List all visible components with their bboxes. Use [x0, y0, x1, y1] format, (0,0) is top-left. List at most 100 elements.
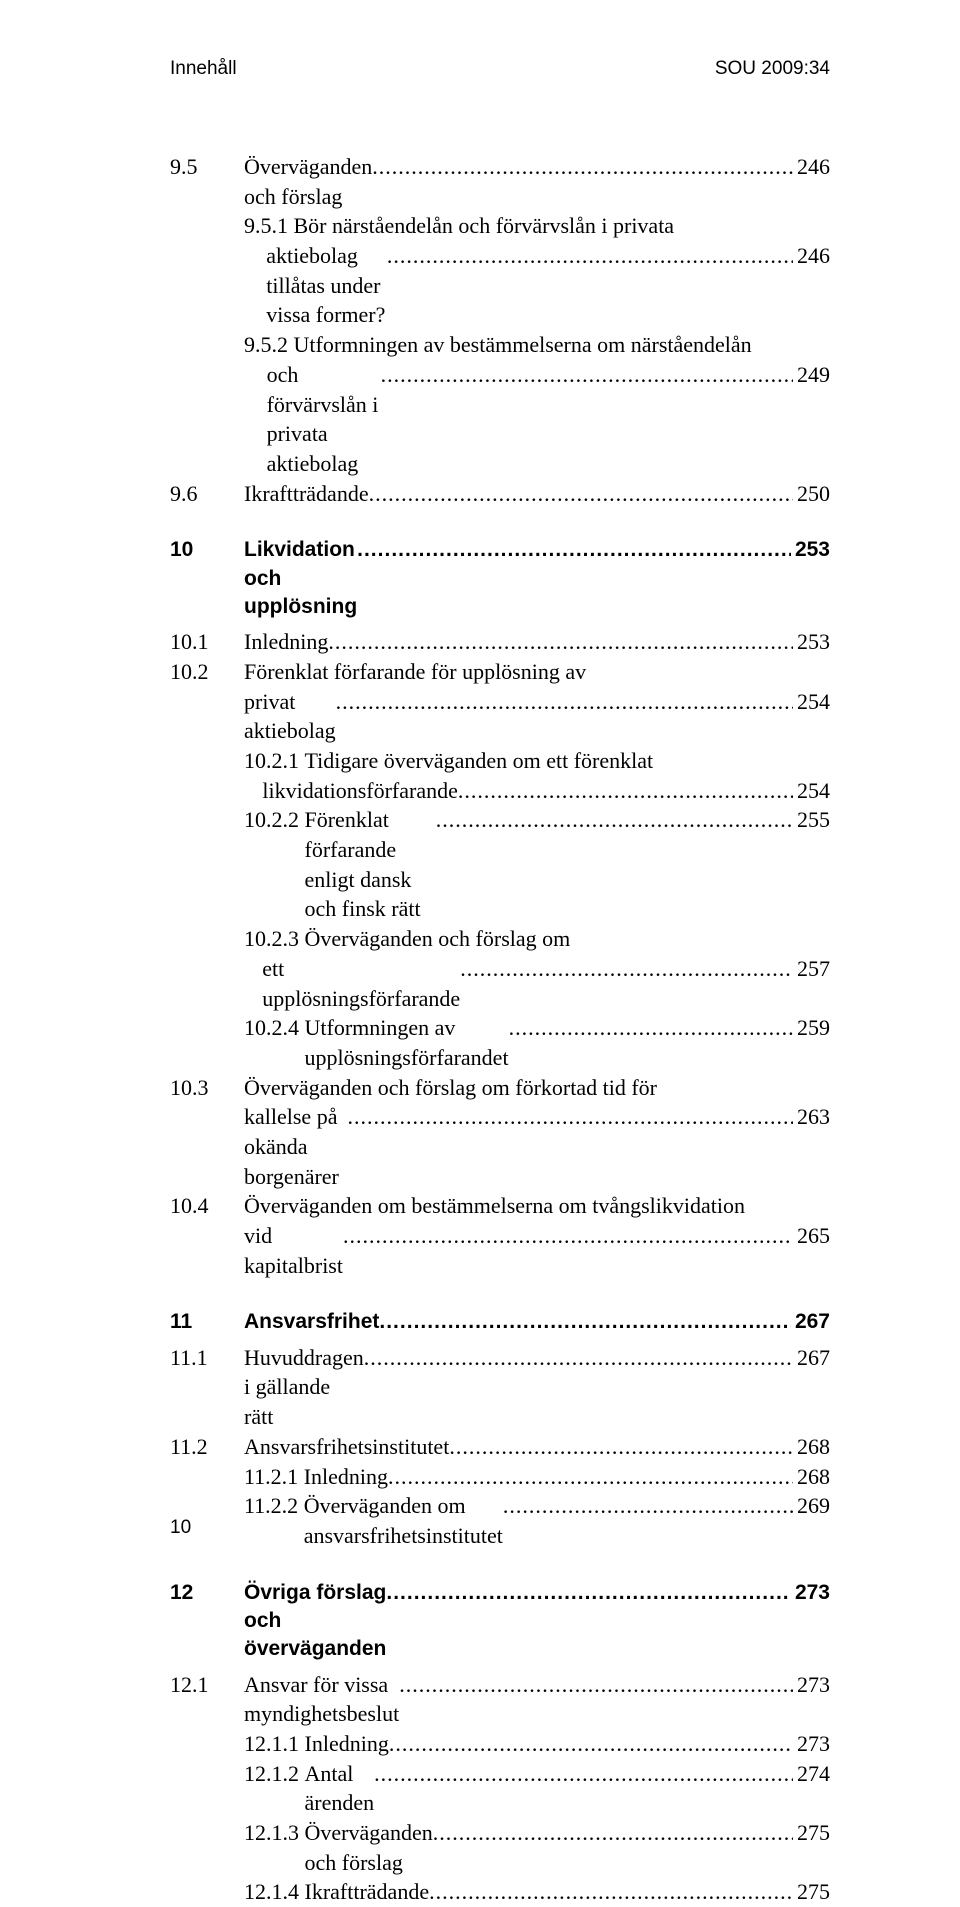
toc-entry: 12.1.4 Ikraftträdande275	[170, 1877, 830, 1907]
toc-entry-page: 249	[793, 360, 830, 390]
toc-entry-number: 9.5.1	[244, 211, 294, 241]
toc-entry-body: 10.2.4 Utformningen av upplösningsförfar…	[244, 1013, 830, 1072]
toc-entry: 9.5.2 Utformningen av bestämmelserna om …	[170, 330, 830, 360]
toc-entry-title: Övriga förslag och överväganden	[244, 1579, 386, 1664]
toc-entry-page: 273	[793, 1670, 830, 1700]
toc-entry-number: 11.1	[170, 1343, 244, 1373]
dot-leaders	[509, 1013, 793, 1043]
dot-leaders	[328, 627, 793, 657]
dot-leaders	[429, 1877, 793, 1907]
toc-entry-title: Inledning	[305, 1729, 389, 1759]
toc-entry-body: Likvidation och upplösning253	[244, 536, 830, 621]
header-right: SOU 2009:34	[715, 58, 830, 80]
toc-entry-number: 10.2.4	[244, 1013, 305, 1043]
toc-entry-title: Ansvarsfrihetsinstitutet	[244, 1432, 449, 1462]
toc-entry-body: Ansvarsfrihetsinstitutet 268	[244, 1432, 830, 1462]
page-number: 10	[170, 1517, 191, 1539]
toc-entry-title: Överväganden och förslag	[305, 1818, 433, 1877]
toc-entry: 12Övriga förslag och överväganden273	[170, 1579, 830, 1664]
toc-entry-number: 12.1	[170, 1670, 244, 1700]
toc-entry: 10.2.3 Överväganden och förslag om	[170, 924, 830, 954]
toc-entry-number: 9.6	[170, 479, 244, 509]
toc-entry-number: 10.2.2	[244, 805, 305, 835]
toc-entry-number: 10.4	[170, 1191, 244, 1221]
toc-entry: 11.1Huvuddragen i gällande rätt267	[170, 1343, 830, 1432]
toc-entry-page: 259	[793, 1013, 830, 1043]
dot-leaders	[343, 1221, 793, 1251]
toc-entry-body: 11.2.2 Överväganden om ansvarsfrihetsins…	[244, 1491, 830, 1550]
toc-entry: 9.5Överväganden och förslag246	[170, 152, 830, 211]
toc-entry-body: Ikraftträdande 250	[244, 479, 830, 509]
toc-entry-number: 11	[170, 1308, 244, 1336]
toc-entry: 12.1.3 Överväganden och förslag 275	[170, 1818, 830, 1877]
dot-leaders	[357, 536, 791, 564]
toc-entry-title: Inledning	[244, 627, 328, 657]
toc-entry-continuation: privat aktiebolag 254	[170, 687, 830, 746]
toc-entry: 12.1Ansvar för vissa myndighetsbeslut 273	[170, 1670, 830, 1729]
dot-leaders	[374, 1759, 793, 1789]
toc-entry-body: 12.1.4 Ikraftträdande275	[244, 1877, 830, 1907]
toc-entry-body: vid kapitalbrist 265	[244, 1221, 830, 1280]
toc-entry-title: Likvidation och upplösning	[244, 536, 357, 621]
toc-entry: 10.2Förenklat förfarande för upplösning …	[170, 657, 830, 687]
dot-leaders	[449, 1432, 793, 1462]
vertical-gap	[170, 1551, 830, 1579]
toc-entry-title-line2: kallelse på okända borgenärer	[244, 1102, 348, 1191]
toc-entry-title-line1: Överväganden och förslag om förkortad ti…	[244, 1073, 657, 1103]
dot-leaders	[388, 1462, 793, 1492]
toc-entry-page: 265	[793, 1221, 830, 1251]
dot-leaders	[386, 1579, 791, 1607]
toc-entry-page: 268	[793, 1432, 830, 1462]
toc-entry: 10.4Överväganden om bestämmelserna om tv…	[170, 1191, 830, 1221]
toc-entry-continuation: kallelse på okända borgenärer 263	[170, 1102, 830, 1191]
toc-entry-title: Överväganden och förslag	[244, 152, 372, 211]
toc-entry-continuation: ett upplösningsförfarande257	[170, 954, 830, 1013]
dot-leaders	[503, 1491, 793, 1521]
dot-leaders	[399, 1670, 793, 1700]
vertical-gap	[170, 508, 830, 536]
toc-entry-title: Ikraftträdande	[305, 1877, 430, 1907]
toc-entry-title-line2: och förvärvslån i privata aktiebolag	[267, 360, 381, 479]
toc-entry: 10.3Överväganden och förslag om förkorta…	[170, 1073, 830, 1103]
toc-entry-number: 11.2	[170, 1432, 244, 1462]
toc-entry-page: 253	[793, 627, 830, 657]
toc-entry-number: 12.1.3	[244, 1818, 305, 1848]
toc-entry-body: 9.5.2 Utformningen av bestämmelserna om …	[244, 330, 830, 360]
toc-entry-title-line2: aktiebolag tillåtas under vissa former?	[266, 241, 387, 330]
toc-entry-title: Inledning	[304, 1462, 388, 1492]
toc-entry-page: 254	[793, 687, 830, 717]
toc-entry-body: aktiebolag tillåtas under vissa former?2…	[244, 241, 830, 330]
document-page: Innehåll SOU 2009:34 9.5Överväganden och…	[0, 0, 960, 1595]
toc-entry-page: 275	[793, 1818, 830, 1848]
toc-entry-page: 255	[793, 805, 830, 835]
toc-entry-body: 12.1.2 Antal ärenden274	[244, 1759, 830, 1818]
toc-entry-page: 246	[793, 152, 830, 182]
toc-entry-page: 250	[793, 479, 830, 509]
toc-entry-body: 10.2.2 Förenklat förfarande enligt dansk…	[244, 805, 830, 924]
toc-entry-title-line1: Förenklat förfarande för upplösning av	[244, 657, 586, 687]
toc-entry-title: Utformningen av upplösningsförfarandet	[305, 1013, 509, 1072]
dot-leaders	[364, 1343, 793, 1373]
toc-entry-number: 10	[170, 536, 244, 564]
toc-entry-title: Ikraftträdande	[244, 479, 369, 509]
toc-entry-title-line2: privat aktiebolag	[244, 687, 336, 746]
dot-leaders	[336, 687, 793, 717]
toc-entry-page: 274	[793, 1759, 830, 1789]
toc-entry: 10.2.1 Tidigare överväganden om ett före…	[170, 746, 830, 776]
toc-entry-page: 263	[793, 1102, 830, 1132]
toc-entry-number: 12.1.1	[244, 1729, 305, 1759]
toc-entry-body: 9.5.1 Bör närståendelån och förvärvslån …	[244, 211, 830, 241]
toc-entry-body: 12.1.1 Inledning 273	[244, 1729, 830, 1759]
header-left: Innehåll	[170, 58, 237, 80]
toc-entry-title: Ansvarsfrihet	[244, 1308, 379, 1336]
toc-entry-body: ett upplösningsförfarande257	[244, 954, 830, 1013]
toc-entry-title-line2: likvidationsförfarande	[262, 776, 458, 806]
toc-entry-title-line2: vid kapitalbrist	[244, 1221, 343, 1280]
toc-entry: 11.2.1 Inledning268	[170, 1462, 830, 1492]
toc-entry-title: Ansvar för vissa myndighetsbeslut	[244, 1670, 399, 1729]
toc-entry-body: Ansvar för vissa myndighetsbeslut 273	[244, 1670, 830, 1729]
toc-entry-page: 267	[791, 1308, 830, 1336]
toc-entry-number: 10.2.3	[244, 924, 305, 954]
toc-entry-body: likvidationsförfarande254	[244, 776, 830, 806]
toc-entry-page: 273	[793, 1729, 830, 1759]
